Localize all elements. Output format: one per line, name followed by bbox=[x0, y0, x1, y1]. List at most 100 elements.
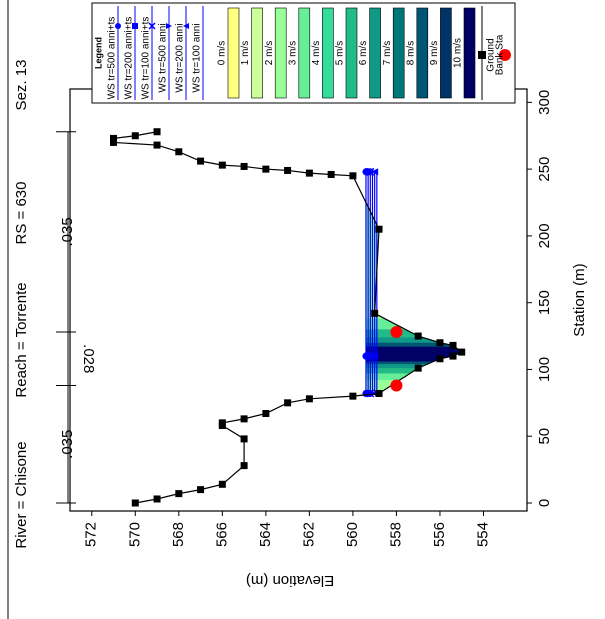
y-tick-label: 556 bbox=[431, 522, 448, 547]
legend-swatch bbox=[298, 7, 311, 99]
manning-n: .035 bbox=[59, 430, 76, 459]
x-axis-title: Station (m) bbox=[571, 263, 588, 336]
marker bbox=[153, 141, 161, 149]
legend-label: WS tr=500 anni+ts bbox=[107, 17, 118, 100]
marker bbox=[183, 23, 189, 29]
marker bbox=[218, 419, 226, 427]
marker bbox=[240, 415, 248, 423]
marker bbox=[153, 495, 161, 503]
plot-frame bbox=[69, 88, 528, 512]
legend-label: WS tr=200 anni bbox=[175, 23, 186, 92]
chart-title: Reach = Torrente bbox=[13, 282, 30, 397]
marker bbox=[458, 348, 466, 356]
legend-swatch bbox=[392, 7, 405, 99]
y-tick-label: 554 bbox=[474, 522, 491, 547]
marker bbox=[166, 23, 172, 29]
y-tick-label: 572 bbox=[83, 522, 100, 547]
marker bbox=[414, 332, 422, 340]
legend-label: WS tr=200 anni+ts bbox=[124, 17, 135, 100]
x-tick-label: 100 bbox=[536, 357, 553, 382]
y-tick-label: 558 bbox=[387, 522, 404, 547]
marker bbox=[449, 352, 457, 360]
marker bbox=[305, 169, 313, 177]
marker bbox=[175, 490, 183, 498]
legend-swatch bbox=[322, 7, 334, 99]
marker bbox=[240, 462, 248, 470]
marker bbox=[284, 399, 292, 407]
y-tick-label: 570 bbox=[126, 522, 143, 547]
legend-label: WS tr=100 anni bbox=[192, 23, 203, 92]
marker bbox=[390, 326, 403, 339]
marker bbox=[327, 170, 335, 178]
marker bbox=[449, 341, 457, 349]
legend-label: 10 m/s bbox=[453, 38, 464, 68]
y-tick-label: 566 bbox=[213, 522, 230, 547]
x-tick-label: 300 bbox=[536, 90, 553, 115]
legend-label: 0 m/s bbox=[217, 41, 228, 65]
marker bbox=[364, 168, 372, 176]
y-tick-label: 562 bbox=[300, 522, 317, 547]
marker bbox=[132, 23, 138, 29]
x-tick-label: 250 bbox=[536, 157, 553, 182]
legend-swatch bbox=[369, 7, 381, 99]
marker bbox=[115, 23, 121, 29]
x-tick-label: 200 bbox=[536, 223, 553, 248]
marker bbox=[240, 435, 248, 443]
chart-title: Sez. 13 bbox=[13, 60, 30, 111]
marker bbox=[240, 162, 248, 170]
marker bbox=[436, 355, 444, 363]
marker bbox=[197, 157, 205, 165]
legend-swatch bbox=[440, 7, 452, 99]
legend-title: Legend bbox=[93, 37, 103, 69]
legend-label: 1 m/s bbox=[240, 41, 251, 65]
chart-title: River = Chisone bbox=[13, 441, 30, 548]
marker bbox=[197, 486, 205, 494]
legend-label: 2 m/s bbox=[264, 41, 275, 65]
legend-label: 5 m/s bbox=[335, 41, 346, 65]
legend-label: Bank Sta bbox=[495, 34, 506, 75]
marker bbox=[175, 148, 183, 156]
marker bbox=[284, 166, 292, 174]
legend-label: 8 m/s bbox=[405, 41, 416, 65]
marker bbox=[478, 51, 486, 59]
marker bbox=[375, 389, 383, 397]
legend-label: WS tr=500 anni bbox=[158, 23, 169, 92]
marker bbox=[364, 389, 372, 397]
y-tick-label: 564 bbox=[257, 522, 274, 547]
legend-swatch bbox=[227, 7, 240, 99]
legend-label: 7 m/s bbox=[382, 41, 393, 65]
legend-label: 6 m/s bbox=[358, 41, 369, 65]
marker bbox=[218, 480, 226, 488]
marker bbox=[131, 132, 139, 140]
manning-n: .035 bbox=[59, 217, 76, 246]
marker bbox=[364, 352, 372, 360]
marker bbox=[131, 499, 139, 507]
x-tick-label: 0 bbox=[536, 499, 553, 507]
legend-swatch bbox=[463, 7, 476, 99]
legend-label: Ground bbox=[486, 38, 497, 71]
marker bbox=[110, 134, 118, 142]
marker bbox=[436, 339, 444, 347]
marker bbox=[414, 364, 422, 372]
legend-swatch bbox=[416, 7, 429, 99]
marker bbox=[262, 410, 270, 418]
marker bbox=[305, 395, 313, 403]
legend-swatch bbox=[345, 7, 358, 99]
marker bbox=[262, 165, 270, 173]
manning-n: .028 bbox=[80, 344, 97, 373]
chart-title: RS = 630 bbox=[13, 182, 30, 245]
marker bbox=[349, 172, 357, 180]
legend-swatch bbox=[274, 7, 287, 99]
x-tick-label: 50 bbox=[536, 428, 553, 445]
marker bbox=[390, 379, 403, 392]
legend-label: 3 m/s bbox=[287, 41, 298, 65]
marker bbox=[349, 392, 357, 400]
marker bbox=[218, 161, 226, 169]
marker bbox=[371, 309, 379, 317]
y-axis-title: Elevation (m) bbox=[246, 572, 334, 589]
series-line bbox=[112, 131, 463, 504]
marker bbox=[110, 138, 118, 146]
x-tick-label: 150 bbox=[536, 290, 553, 315]
legend-label: WS tr=100 anni+ts bbox=[141, 17, 152, 100]
